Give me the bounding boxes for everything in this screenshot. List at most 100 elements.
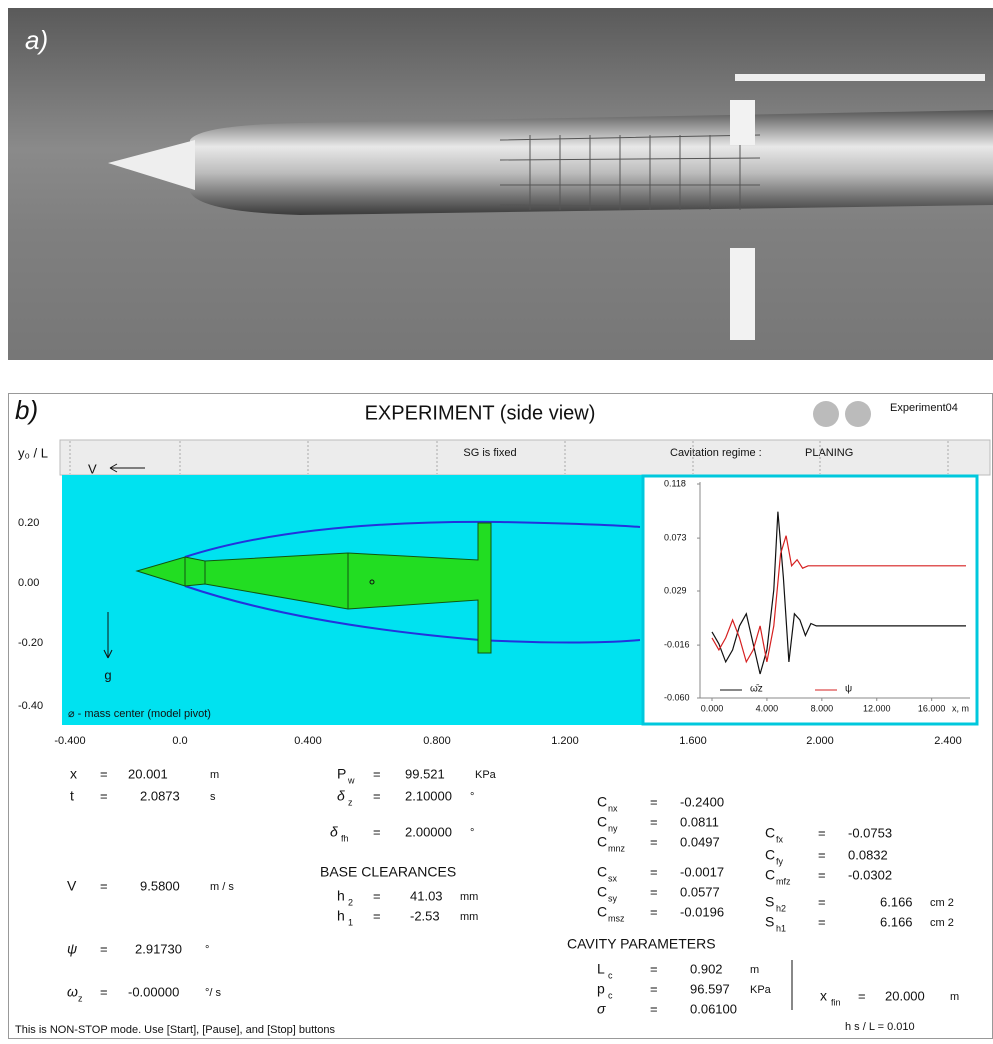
hs-ratio: h s / L = 0.010 <box>845 1021 915 1033</box>
readout-symbol: C <box>597 834 607 850</box>
readout-unit: mm <box>460 891 478 903</box>
readout-value: -0.0196 <box>680 904 724 919</box>
readout-subscript: 2 <box>348 897 353 907</box>
readout-value: -2.53 <box>410 908 440 923</box>
readout-symbol: S <box>765 894 774 910</box>
x-tick-label: 1.600 <box>679 735 707 747</box>
readout-symbol: δ <box>330 824 338 840</box>
indicator[interactable] <box>813 401 839 427</box>
readout-subscript: sx <box>608 873 618 883</box>
y-tick-label: 0.00 <box>18 577 39 589</box>
readout-value: 0.0577 <box>680 884 720 899</box>
readout-subscript: 1 <box>348 917 353 927</box>
equals: = <box>373 908 381 923</box>
equals: = <box>650 864 658 879</box>
readout-subscript: fy <box>776 856 784 866</box>
readout-unit: s <box>210 791 216 803</box>
equals: = <box>650 961 658 976</box>
section-title: BASE CLEARANCES <box>320 864 456 880</box>
x-tick-label: 2.400 <box>934 735 962 747</box>
readout-value: 2.0873 <box>140 788 180 803</box>
readout-unit: ° <box>470 827 474 839</box>
inset-x-tick-label: 0.000 <box>701 703 724 713</box>
legend-label: ψ <box>845 684 852 695</box>
readout-subscript: fh <box>341 833 349 843</box>
inset-y-tick-label: 0.118 <box>664 478 686 488</box>
equals: = <box>100 941 108 956</box>
equals: = <box>650 904 658 919</box>
readout-subscript: sy <box>608 893 618 903</box>
x-tick-label: 2.000 <box>806 735 834 747</box>
readout-value: -0.0017 <box>680 864 724 879</box>
fin-bottom <box>730 248 755 340</box>
readout-symbol: σ <box>597 1001 606 1017</box>
readout-value: 0.06100 <box>690 1001 737 1016</box>
readout-subscript: msz <box>608 913 625 923</box>
panel-label: b) <box>15 395 38 425</box>
x-tick-label: 1.200 <box>551 735 579 747</box>
inset-x-tick-label: 12.000 <box>863 703 891 713</box>
equals: = <box>650 834 658 849</box>
readout-symbol: C <box>597 904 607 920</box>
y-tick-label: -0.20 <box>18 637 43 649</box>
readout-value: 6.166 <box>880 914 913 929</box>
readout-symbol: x <box>70 766 77 782</box>
readout-symbol: C <box>765 867 775 883</box>
equals: = <box>858 988 866 1003</box>
equals: = <box>818 847 826 862</box>
x-tick-label: 0.800 <box>423 735 451 747</box>
inset-x-tick-label: 4.000 <box>756 703 779 713</box>
equals: = <box>818 894 826 909</box>
readout-symbol: ψ <box>67 941 77 957</box>
inset-y-tick-label: -0.060 <box>664 692 690 702</box>
inset-x-tick-label: 16.000 <box>918 703 946 713</box>
readout-value: -0.00000 <box>128 984 179 999</box>
regime: PLANING <box>805 447 853 459</box>
readout-value: 41.03 <box>410 888 443 903</box>
readout-unit: m <box>950 991 959 1003</box>
y-tick-label: -0.40 <box>18 700 43 712</box>
inset-y-tick-label: 0.029 <box>664 585 687 595</box>
experiment-name: Experiment04 <box>890 402 958 414</box>
readout-unit: ° <box>470 791 474 803</box>
equals: = <box>373 888 381 903</box>
readout-symbol: S <box>765 914 774 930</box>
readout-symbol: C <box>597 864 607 880</box>
readout-subscript: z <box>78 993 83 1003</box>
strut <box>735 74 985 81</box>
equals: = <box>373 824 381 839</box>
readout-value: 0.0811 <box>680 814 719 829</box>
regime-label: Cavitation regime : <box>670 447 762 459</box>
readout-subscript: w <box>347 775 355 785</box>
x-tick-label: -0.400 <box>54 735 85 747</box>
readout-symbol: C <box>765 825 775 841</box>
readout-symbol: C <box>597 884 607 900</box>
equals: = <box>818 867 826 882</box>
readout-subscript: h1 <box>776 923 786 933</box>
readout-value: 20.000 <box>885 988 925 1003</box>
readout-value: 0.902 <box>690 961 723 976</box>
readout-value: 99.521 <box>405 766 445 781</box>
water <box>8 230 993 360</box>
readout-unit: KPa <box>750 984 772 996</box>
readout-value: 2.00000 <box>405 824 452 839</box>
readout-value: -0.0753 <box>848 825 892 840</box>
equals: = <box>373 788 381 803</box>
x-tick-label: 0.0 <box>172 735 187 747</box>
equals: = <box>100 984 108 999</box>
status: SG is fixed <box>463 447 516 459</box>
readout-symbol: C <box>597 814 607 830</box>
model-body <box>190 110 993 215</box>
y-tick-label: 0.20 <box>18 517 39 529</box>
indicator[interactable] <box>845 401 871 427</box>
readout-value: 6.166 <box>880 894 913 909</box>
readout-symbol: δ <box>337 788 345 804</box>
gravity-label: g <box>104 667 111 682</box>
readout-symbol: t <box>70 788 74 804</box>
photo: a) <box>8 8 993 360</box>
readout-value: 0.0497 <box>680 834 720 849</box>
equals: = <box>650 981 658 996</box>
readout-symbol: L <box>597 961 605 977</box>
equals: = <box>818 825 826 840</box>
readout-value: 96.597 <box>690 981 730 996</box>
